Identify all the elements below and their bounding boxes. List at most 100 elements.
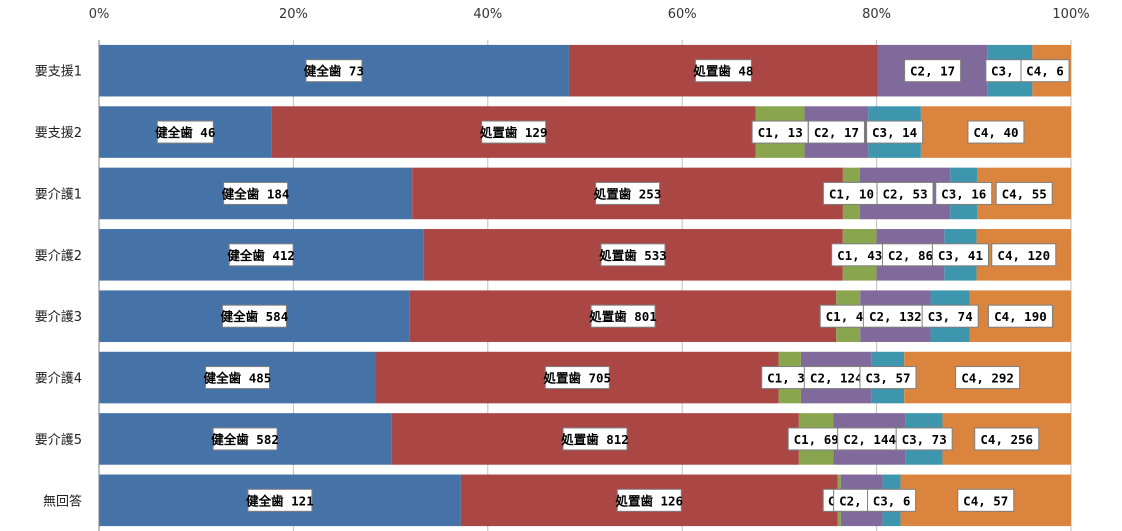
data-label-text: 健全歯 584 — [221, 309, 289, 324]
data-label-text: C3, 41 — [938, 248, 983, 263]
data-label: C2, 132 — [862, 304, 928, 328]
data-label: C2, 124 — [803, 366, 869, 390]
data-label-text: C2, 53 — [882, 186, 927, 201]
data-label: C1, 43 — [831, 243, 889, 267]
data-label: 健全歯 184 — [222, 181, 289, 205]
data-label: C3, 41 — [931, 243, 989, 267]
data-label: C2, 17 — [807, 120, 865, 144]
data-label: C2, 53 — [876, 181, 934, 205]
category-labels: 要支援1 要支援2 要介護1 要介護2 要介護3 要介護4 要介護5 無回答 — [35, 65, 82, 510]
x-tick-label: 40% — [473, 7, 502, 22]
category-label: 無回答 — [43, 493, 82, 509]
data-label-text: C1, 69 — [794, 432, 839, 447]
data-label: 健全歯 412 — [227, 243, 295, 267]
data-label: C1, 69 — [787, 427, 845, 451]
data-label-text: C4, 190 — [994, 309, 1047, 324]
data-label-box — [876, 181, 934, 205]
data-label-box — [866, 120, 924, 144]
data-label-text: C2, 124 — [810, 371, 863, 386]
data-label-box — [921, 304, 979, 328]
data-label-text: C4, 292 — [961, 371, 1014, 386]
x-tick-label: 100% — [1052, 7, 1089, 22]
data-label-box — [807, 120, 865, 144]
data-label-box — [995, 181, 1053, 205]
data-label-box — [204, 366, 270, 390]
category-label: 要介護4 — [35, 371, 82, 387]
data-label: C3, 16 — [935, 181, 993, 205]
data-label: C2, 144 — [837, 427, 903, 451]
category-label: 要介護1 — [35, 186, 82, 202]
data-label: C2, 86 — [881, 243, 939, 267]
data-label: C1, 13 — [751, 120, 809, 144]
data-label-text: C4, 55 — [1002, 186, 1047, 201]
data-label: 処置歯 801 — [588, 304, 657, 328]
data-label-text: C1, 10 — [829, 186, 874, 201]
data-label-box — [247, 488, 313, 512]
data-label-text: 処置歯 705 — [542, 371, 611, 386]
data-label-text: C1, 43 — [837, 248, 882, 263]
data-label-text: 健全歯 412 — [227, 248, 295, 263]
data-label: C1, 45 — [819, 304, 877, 328]
data-label-text: C3, 74 — [928, 309, 973, 324]
data-label: C3, 57 — [859, 366, 917, 390]
data-label-box — [590, 304, 656, 328]
data-label-text: C2, 86 — [888, 248, 933, 263]
data-label-box — [544, 366, 610, 390]
data-label-box — [694, 59, 752, 83]
data-label-box — [600, 243, 666, 267]
data-label-text: 健全歯 121 — [246, 493, 314, 508]
data-label-box — [212, 427, 278, 451]
data-label: 処置歯 812 — [560, 427, 629, 451]
data-label-text: C4, 120 — [997, 248, 1050, 263]
data-label: C3, 74 — [921, 304, 979, 328]
x-tick-label: 0% — [89, 7, 110, 22]
data-label: C4, 256 — [974, 427, 1040, 451]
data-label-box — [967, 120, 1025, 144]
data-label-text: C3, 14 — [872, 125, 917, 140]
data-label: C2, 17 — [904, 59, 962, 83]
data-label: 処置歯 533 — [598, 243, 667, 267]
data-label-box — [562, 427, 628, 451]
data-label: 健全歯 121 — [246, 488, 314, 512]
x-axis-ticks: 0% 20% 40% 60% 80% 100% — [89, 7, 1090, 22]
data-label-text: C2, 132 — [869, 309, 922, 324]
data-label-box — [867, 488, 917, 512]
data-label-box — [987, 304, 1053, 328]
data-label-text: C4, 40 — [973, 125, 1018, 140]
data-label: C1, 39 — [761, 366, 819, 390]
data-label-box — [305, 59, 363, 83]
category-label: 要介護2 — [35, 248, 82, 264]
category-label: 要支援2 — [35, 126, 82, 141]
data-label-text: C3, 16 — [941, 186, 986, 201]
data-label-box — [228, 243, 294, 267]
data-label-box — [935, 181, 993, 205]
data-label: 健全歯 582 — [211, 427, 279, 451]
data-label: C4, 57 — [957, 488, 1015, 512]
data-label-text: C3, 7 — [991, 64, 1029, 79]
data-label-box — [156, 120, 214, 144]
data-label: 処置歯 126 — [614, 488, 683, 512]
data-label-text: C2, 17 — [814, 125, 859, 140]
data-label-box — [931, 243, 989, 267]
data-label-text: 処置歯 801 — [588, 309, 657, 324]
category-label: 要介護5 — [35, 432, 82, 448]
data-label-text: C4, 256 — [980, 432, 1033, 447]
bars — [99, 44, 1071, 527]
data-label: C3, 73 — [895, 427, 953, 451]
data-label: C4, 190 — [987, 304, 1053, 328]
data-label-text: C3, 57 — [865, 371, 910, 386]
data-label-box — [895, 427, 953, 451]
data-label: C4, 40 — [967, 120, 1025, 144]
data-label-text: 処置歯 126 — [614, 493, 683, 508]
data-label-box — [904, 59, 962, 83]
data-label: C4, 292 — [955, 366, 1021, 390]
data-label-box — [481, 120, 547, 144]
data-labels: 健全歯 73 処置歯 48 C2, 17 C3, 7C4, 6 健全歯 46 処置歯 12… — [155, 59, 1070, 512]
data-label: 処置歯 48 — [692, 59, 753, 83]
data-label-text: C4, 57 — [963, 493, 1008, 508]
data-label: 処置歯 705 — [542, 366, 611, 390]
x-tick-label: 20% — [279, 7, 308, 22]
data-label-text: C3, 6 — [873, 493, 911, 508]
data-label-box — [859, 366, 917, 390]
